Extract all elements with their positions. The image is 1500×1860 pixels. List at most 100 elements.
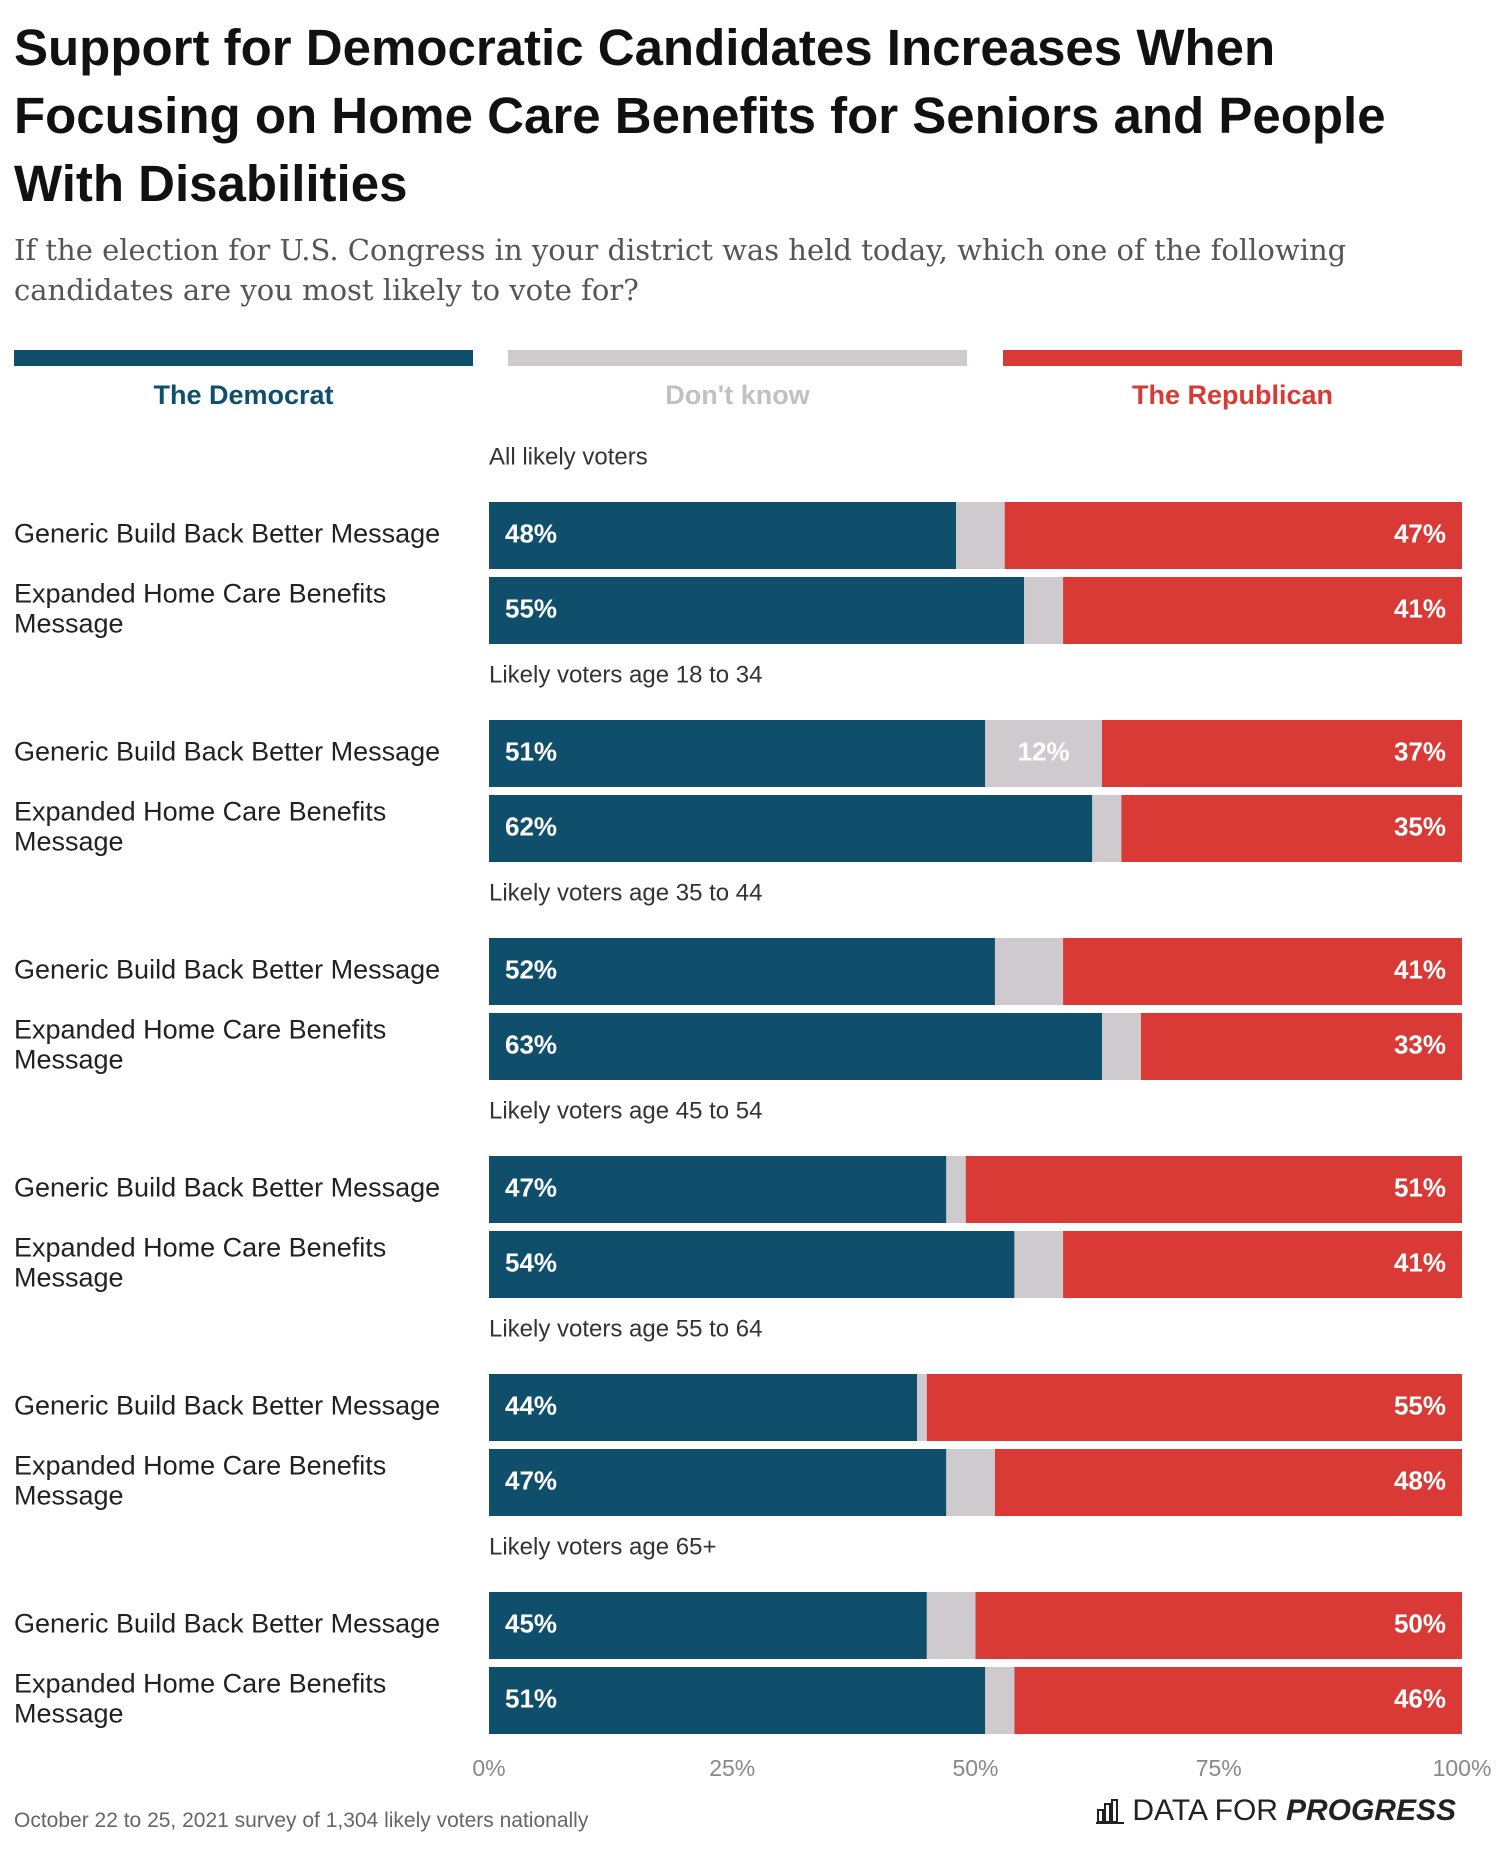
bar-republican bbox=[1101, 720, 1462, 787]
group-label: Likely voters age 65+ bbox=[489, 1533, 716, 1560]
row-label: Expanded Home Care Benefits bbox=[14, 579, 386, 609]
bar-democrat bbox=[489, 1156, 947, 1223]
bar-republican bbox=[1140, 1013, 1462, 1080]
bar-republican bbox=[1063, 1231, 1462, 1298]
bar-republican bbox=[994, 1449, 1462, 1516]
x-tick-label: 100% bbox=[1433, 1755, 1492, 1781]
row-label: Message bbox=[14, 1045, 124, 1075]
bar-dont-know bbox=[946, 1156, 966, 1223]
data-label-republican: 41% bbox=[1394, 954, 1446, 984]
data-label-democrat: 55% bbox=[505, 593, 557, 623]
bar-dont-know bbox=[1024, 577, 1064, 644]
row-label: Generic Build Back Better Message bbox=[14, 955, 440, 985]
row-label: Expanded Home Care Benefits bbox=[14, 1669, 386, 1699]
chart-title: Support for Democratic Candidates Increa… bbox=[14, 19, 1386, 212]
bar-republican bbox=[1063, 577, 1462, 644]
data-label-republican: 41% bbox=[1394, 1247, 1446, 1277]
data-label-republican: 47% bbox=[1394, 518, 1446, 548]
chart-subtitle: If the election for U.S. Congress in you… bbox=[14, 233, 1347, 307]
data-label-democrat: 48% bbox=[505, 518, 557, 548]
legend-label-republican: The Republican bbox=[1131, 380, 1334, 410]
data-label-democrat: 63% bbox=[505, 1029, 557, 1059]
data-label-democrat: 51% bbox=[505, 1683, 557, 1713]
bar-democrat bbox=[489, 1592, 927, 1659]
bar-dont-know bbox=[926, 1592, 976, 1659]
bar-dont-know bbox=[956, 502, 1005, 569]
bar-democrat bbox=[489, 1013, 1102, 1080]
brand-logo: DATA FOR PROGRESS bbox=[1096, 1794, 1456, 1828]
data-label-republican: 55% bbox=[1394, 1390, 1446, 1420]
legend-swatch-republican bbox=[1003, 350, 1462, 366]
row-label: Message bbox=[14, 609, 124, 639]
group-label: Likely voters age 18 to 34 bbox=[489, 661, 763, 688]
data-label-republican: 51% bbox=[1394, 1172, 1446, 1202]
bar-republican bbox=[1004, 502, 1462, 569]
data-label-democrat: 51% bbox=[505, 736, 557, 766]
bar-dont-know bbox=[1101, 1013, 1141, 1080]
row-label: Expanded Home Care Benefits bbox=[14, 1451, 386, 1481]
bar-democrat bbox=[489, 938, 995, 1005]
row-label: Generic Build Back Better Message bbox=[14, 519, 440, 549]
bar-republican bbox=[1063, 938, 1462, 1005]
row-label: Expanded Home Care Benefits bbox=[14, 1015, 386, 1045]
row-label: Generic Build Back Better Message bbox=[14, 1609, 440, 1639]
row-label: Message bbox=[14, 1481, 124, 1511]
bar-republican bbox=[965, 1156, 1462, 1223]
bar-republican bbox=[926, 1374, 1462, 1441]
x-tick-label: 75% bbox=[1196, 1755, 1242, 1781]
bar-dont-know bbox=[917, 1374, 927, 1441]
data-label-republican: 37% bbox=[1394, 736, 1446, 766]
data-label-republican: 46% bbox=[1394, 1683, 1446, 1713]
data-label-republican: 35% bbox=[1394, 811, 1446, 841]
data-label-democrat: 52% bbox=[505, 954, 557, 984]
row-label: Message bbox=[14, 1699, 124, 1729]
data-label-republican: 50% bbox=[1394, 1608, 1446, 1638]
bar-dont-know bbox=[1014, 1231, 1064, 1298]
row-label: Expanded Home Care Benefits bbox=[14, 797, 386, 827]
group-label: All likely voters bbox=[489, 443, 648, 470]
bar-democrat bbox=[489, 795, 1093, 862]
bar-democrat bbox=[489, 1667, 986, 1734]
bar-chart-icon bbox=[1096, 1799, 1125, 1824]
legend-label-democrat: The Democrat bbox=[153, 380, 334, 410]
footer-note: October 22 to 25, 2021 survey of 1,304 l… bbox=[14, 1809, 589, 1832]
row-label: Generic Build Back Better Message bbox=[14, 1391, 440, 1421]
bar-democrat bbox=[489, 720, 986, 787]
bar-republican bbox=[975, 1592, 1462, 1659]
bar-republican bbox=[1121, 795, 1462, 862]
legend-item-democrat: The Democrat bbox=[14, 350, 473, 411]
bar-dont-know bbox=[946, 1449, 995, 1516]
legend-item-dont-know: Don't know bbox=[508, 350, 967, 411]
data-label-democrat: 45% bbox=[505, 1608, 557, 1638]
row-label: Message bbox=[14, 827, 124, 857]
legend-label-dont-know: Don't know bbox=[665, 380, 810, 410]
bar-democrat bbox=[489, 1374, 918, 1441]
data-label-dont-know: 12% bbox=[1018, 736, 1070, 766]
bar-dont-know bbox=[985, 720, 1102, 787]
row-label: Generic Build Back Better Message bbox=[14, 737, 440, 767]
legend-swatch-dont-know bbox=[508, 350, 967, 366]
brand-prefix: DATA FOR bbox=[1132, 1794, 1278, 1827]
bar-democrat bbox=[489, 1449, 947, 1516]
x-tick-label: 25% bbox=[709, 1755, 755, 1781]
brand-strong: PROGRESS bbox=[1285, 1794, 1456, 1827]
x-tick-label: 0% bbox=[472, 1755, 505, 1781]
group-label: Likely voters age 55 to 64 bbox=[489, 1315, 763, 1342]
row-label: Generic Build Back Better Message bbox=[14, 1173, 440, 1203]
group-label: Likely voters age 35 to 44 bbox=[489, 879, 763, 906]
row-label: Message bbox=[14, 1263, 124, 1293]
group-label: Likely voters age 45 to 54 bbox=[489, 1097, 763, 1124]
data-label-republican: 33% bbox=[1394, 1029, 1446, 1059]
bar-dont-know bbox=[1092, 795, 1122, 862]
data-label-democrat: 44% bbox=[505, 1390, 557, 1420]
data-label-democrat: 47% bbox=[505, 1172, 557, 1202]
legend-item-republican: The Republican bbox=[1003, 350, 1462, 411]
data-label-democrat: 47% bbox=[505, 1465, 557, 1495]
legend: The Democrat Don't know The Republican bbox=[14, 350, 1462, 410]
bar-dont-know bbox=[985, 1667, 1015, 1734]
x-tick-label: 50% bbox=[952, 1755, 998, 1781]
data-label-republican: 41% bbox=[1394, 593, 1446, 623]
bar-dont-know bbox=[994, 938, 1064, 1005]
bar-democrat bbox=[489, 1231, 1015, 1298]
